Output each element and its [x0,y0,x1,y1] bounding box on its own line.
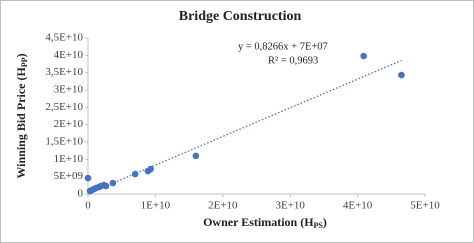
x-axis-title-text: Owner Estimation (H [203,215,314,229]
y-tick-label: 4,5E+10 [45,32,83,44]
point [192,152,200,160]
y-tick-label: 1E+10 [54,153,84,165]
trend-equation: y = 0,8266x + 7E+07 [238,41,328,52]
y-tick-label: 2,5E+10 [45,101,83,113]
y-tick-label: 1,5E+10 [45,136,83,148]
x-tick-label: 2E+10 [208,200,238,212]
point [131,170,139,178]
x-tick-label: 5E+10 [410,200,440,212]
y-tick-label: 0 [78,188,84,200]
point [109,179,117,187]
y-tick-label: 4E+10 [54,49,84,61]
trendline [87,59,402,195]
point [102,182,110,190]
chart-title: Bridge Construction [179,9,302,24]
y-tick-label: 3,5E+10 [45,66,83,78]
y-tick-label: 3E+10 [54,84,84,96]
y-axis-title: Winning Bid Price (HPP) [14,53,29,178]
point [147,165,154,173]
point [398,71,405,79]
y-axis-title-end: ) [14,53,28,57]
x-tick-label: 3E+10 [275,200,305,212]
point [360,52,367,60]
x-tick-label: 1E+10 [141,200,171,212]
y-axis-title-text: Winning Bid Price (H [14,67,28,179]
y-tick-label: 5E+09 [54,170,84,182]
y-tick-label: 2E+10 [54,118,84,130]
x-axis-title-end: ) [323,215,327,229]
trend-r2: R² = 0,9693 [268,55,318,66]
point [84,174,92,182]
y-axis-title-sub: PP [20,57,29,67]
x-axis-title: Owner Estimation (HPS) [203,215,327,230]
x-tick-label: 4E+10 [343,200,373,212]
x-tick-label: 0 [85,200,91,212]
x-axis-title-sub: PS [314,221,324,230]
